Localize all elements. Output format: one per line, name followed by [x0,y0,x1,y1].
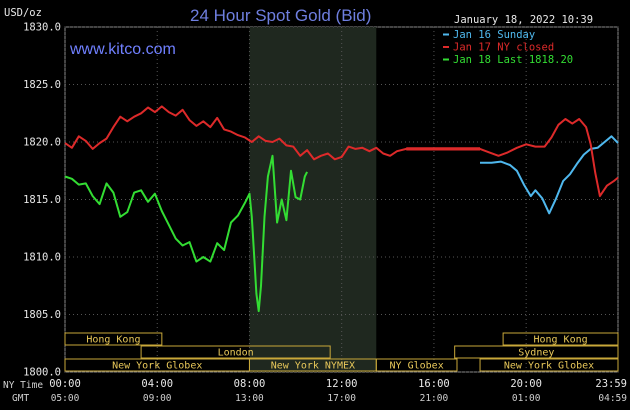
x-tick-label: 20:00 [510,378,542,390]
x-tick-label: 04:00 [141,378,173,390]
session-label: New York Globex [112,361,202,372]
y-axis-unit-label: USD/oz [4,7,42,19]
session-box-top-row [64,332,163,346]
x-tick-label: 16:00 [418,378,450,390]
x-tick-label: 12:00 [326,378,358,390]
ny-time-axis-label: NY Time [3,380,43,391]
y-axis-ticks: 1830.0 1825.0 1820.0 1815.0 1810.0 1805.0 1800… [23,22,61,379]
x-tick-label: 00:00 [49,378,81,390]
session-label: Hong Kong [533,335,587,346]
session-label: New York NYMEX [271,361,355,372]
session-label: Sydney [518,348,554,359]
y-tick-label: 1830.0 [23,22,61,34]
series-line-1 [480,135,619,215]
legend-entry: Jan 16 Sunday [453,29,535,41]
y-tick-label: 1805.0 [23,309,61,321]
y-tick-label: 1815.0 [23,194,61,206]
gmt-tick-label: 04:59 [598,393,627,404]
session-box-top-row [502,332,619,346]
gmt-tick-label: 17:00 [327,393,356,404]
x-tick-label: 23:59 [595,378,627,390]
site-watermark: www.kitco.com [69,41,176,58]
y-tick-label: 1825.0 [23,79,61,91]
session-label: Hong Kong [86,335,140,346]
chart-title: 24 Hour Spot Gold (Bid) [190,6,371,25]
session-box-bottom-row [375,358,458,372]
session-label: NY Globex [390,361,444,372]
y-tick-label: 1820.0 [23,137,61,149]
gmt-tick-label: 09:00 [143,393,172,404]
price-series [64,105,619,313]
chart-timestamp: January 18, 2022 10:39 [454,14,593,26]
y-tick-label: 1800.0 [23,367,61,379]
x-tick-label: 08:00 [234,378,266,390]
session-label: New York Globex [504,361,594,372]
gmt-tick-label: 01:00 [512,393,541,404]
session-label: London [218,348,254,359]
nymex-highlight-band [249,27,377,372]
gmt-tick-label: 21:00 [420,393,449,404]
series-line-2 [64,105,619,198]
trading-sessions: Hong Kong Hong Kong London Sydney New York G… [64,332,619,372]
legend-entry: Jan 18 Last 1818.20 [453,54,573,66]
series-line-3 [64,154,308,313]
x-axis-ticks: 00:00 05:00 04:00 09:00 08:00 13:00 12:00 17:00… [49,378,627,404]
gmt-axis-label: GMT [12,393,29,404]
gmt-tick-label: 05:00 [51,393,80,404]
session-box-bottom-row [479,358,619,372]
gmt-tick-label: 13:00 [235,393,264,404]
session-box-middle-row [454,345,619,359]
legend-entry: Jan 17 NY closed [453,42,554,54]
session-box-middle-row [140,345,331,359]
y-tick-label: 1810.0 [23,252,61,264]
